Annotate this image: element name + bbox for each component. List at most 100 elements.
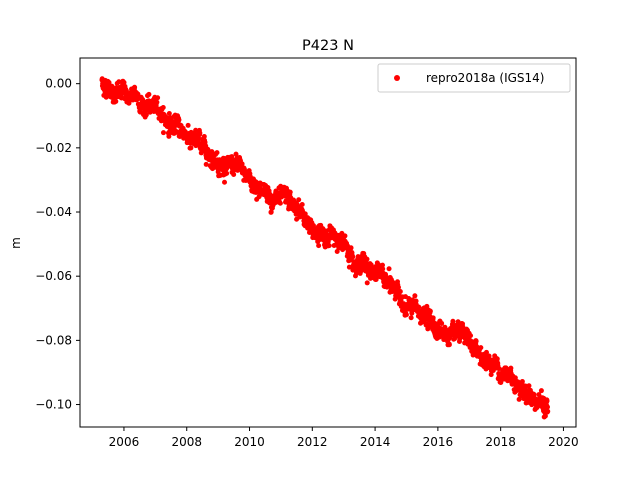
data-point bbox=[202, 139, 208, 145]
y-tick-label: −0.10 bbox=[35, 398, 72, 412]
data-point bbox=[416, 304, 422, 310]
data-point bbox=[403, 312, 409, 318]
data-point bbox=[113, 98, 119, 104]
data-point bbox=[542, 413, 548, 419]
data-point bbox=[185, 122, 191, 128]
legend-marker bbox=[394, 75, 400, 81]
data-point bbox=[277, 200, 283, 206]
data-point bbox=[526, 383, 532, 389]
data-point bbox=[166, 110, 172, 116]
data-point bbox=[348, 245, 354, 251]
y-axis: 0.00 −0.02 −0.04 −0.06 −0.08 −0.10 bbox=[35, 77, 80, 412]
data-point bbox=[538, 388, 544, 394]
data-point bbox=[545, 404, 551, 410]
data-point bbox=[486, 353, 492, 359]
data-point bbox=[408, 315, 414, 321]
data-point bbox=[116, 79, 122, 85]
x-tick-label: 2018 bbox=[485, 435, 516, 449]
data-point bbox=[214, 150, 220, 156]
data-point bbox=[468, 333, 474, 339]
data-point bbox=[427, 308, 433, 314]
chart-title: P423 N bbox=[302, 38, 354, 54]
data-points bbox=[99, 76, 551, 420]
data-point bbox=[531, 391, 537, 397]
y-axis-label: m bbox=[9, 237, 23, 249]
data-point bbox=[364, 256, 370, 262]
y-tick-label: −0.08 bbox=[35, 333, 72, 347]
data-point bbox=[299, 201, 305, 207]
data-point bbox=[316, 243, 322, 249]
data-point bbox=[350, 254, 356, 260]
data-point bbox=[229, 154, 235, 160]
data-point bbox=[412, 293, 418, 299]
data-point bbox=[287, 189, 293, 195]
data-point bbox=[188, 145, 194, 151]
x-tick-label: 2020 bbox=[548, 435, 579, 449]
x-tick-label: 2010 bbox=[234, 435, 265, 449]
data-point bbox=[346, 264, 352, 270]
data-point bbox=[460, 324, 466, 330]
x-tick-label: 2012 bbox=[297, 435, 328, 449]
data-point bbox=[446, 342, 452, 348]
data-point bbox=[379, 262, 385, 268]
y-tick-label: −0.04 bbox=[35, 205, 72, 219]
data-point bbox=[106, 79, 112, 85]
x-tick-label: 2008 bbox=[171, 435, 202, 449]
y-tick-label: −0.06 bbox=[35, 269, 72, 283]
data-point bbox=[545, 408, 551, 414]
data-point bbox=[483, 349, 489, 355]
data-point bbox=[176, 117, 182, 123]
data-point bbox=[439, 320, 445, 326]
data-point bbox=[193, 127, 199, 133]
data-point bbox=[519, 379, 525, 385]
y-tick-label: 0.00 bbox=[45, 77, 72, 91]
plot-frame bbox=[79, 57, 577, 428]
x-tick-label: 2006 bbox=[109, 435, 140, 449]
data-point bbox=[478, 345, 484, 351]
data-point bbox=[430, 315, 436, 321]
legend-label: repro2018a (IGS14) bbox=[426, 71, 544, 85]
x-tick-label: 2014 bbox=[360, 435, 391, 449]
data-point bbox=[508, 365, 514, 371]
x-tick-label: 2016 bbox=[423, 435, 454, 449]
data-point bbox=[380, 266, 386, 272]
data-point bbox=[296, 197, 302, 203]
data-point bbox=[160, 130, 166, 136]
data-point bbox=[409, 310, 415, 316]
data-point bbox=[386, 266, 392, 272]
data-point bbox=[209, 149, 215, 155]
y-tick-label: −0.02 bbox=[35, 141, 72, 155]
data-point bbox=[196, 136, 202, 142]
data-point bbox=[235, 167, 241, 173]
x-axis: 2006 2008 2010 2012 2014 2016 2018 2020 bbox=[109, 427, 579, 449]
data-point bbox=[203, 161, 209, 167]
data-point bbox=[160, 105, 166, 111]
data-point bbox=[201, 134, 207, 140]
data-point bbox=[197, 130, 203, 136]
data-point bbox=[224, 170, 230, 176]
data-point bbox=[516, 396, 522, 402]
data-point bbox=[373, 276, 379, 282]
data-point bbox=[268, 209, 274, 215]
legend-box bbox=[377, 63, 571, 93]
data-point bbox=[155, 95, 161, 101]
data-point bbox=[222, 179, 228, 185]
data-point bbox=[233, 151, 239, 157]
data-point bbox=[342, 233, 348, 239]
data-point bbox=[146, 91, 152, 97]
data-point bbox=[231, 171, 237, 177]
legend: repro2018a (IGS14) bbox=[377, 63, 571, 93]
data-point bbox=[121, 80, 127, 85]
data-point bbox=[397, 288, 403, 294]
data-point bbox=[494, 356, 500, 362]
data-point bbox=[302, 211, 308, 217]
data-point bbox=[143, 112, 149, 118]
data-point bbox=[488, 372, 494, 378]
data-point bbox=[413, 298, 419, 304]
data-point bbox=[132, 84, 138, 90]
data-point bbox=[544, 398, 550, 404]
data-point bbox=[166, 133, 172, 139]
data-point bbox=[364, 280, 370, 286]
data-point bbox=[326, 243, 332, 249]
